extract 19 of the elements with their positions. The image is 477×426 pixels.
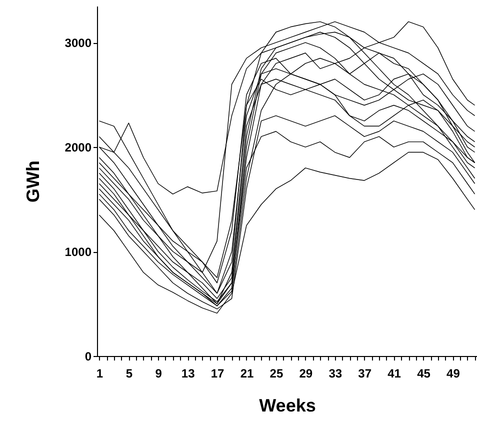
x-tick-label: 5 <box>126 366 133 380</box>
x-tick-label: 33 <box>328 366 342 380</box>
y-tick-label: 0 <box>84 350 92 364</box>
y-tick-label: 1000 <box>64 245 92 260</box>
x-tick-label: 29 <box>299 366 313 380</box>
x-tick-label: 17 <box>210 366 225 380</box>
x-tick-label: 41 <box>388 366 402 380</box>
x-tick-label: 1 <box>96 366 104 380</box>
x-tick-label: 21 <box>240 366 254 380</box>
x-tick-label: 13 <box>181 366 196 380</box>
x-tick-label: 25 <box>270 366 284 380</box>
y-tick-label: 3000 <box>64 36 92 50</box>
x-tick-label: 9 <box>155 366 162 380</box>
x-axis-title: Weeks <box>259 396 316 416</box>
y-axis-title: GWh <box>22 160 43 202</box>
y-tick-label: 2000 <box>64 140 92 155</box>
x-tick-label: 49 <box>446 366 460 380</box>
x-tick-label: 37 <box>358 366 372 380</box>
x-tick-label: 45 <box>417 366 431 380</box>
